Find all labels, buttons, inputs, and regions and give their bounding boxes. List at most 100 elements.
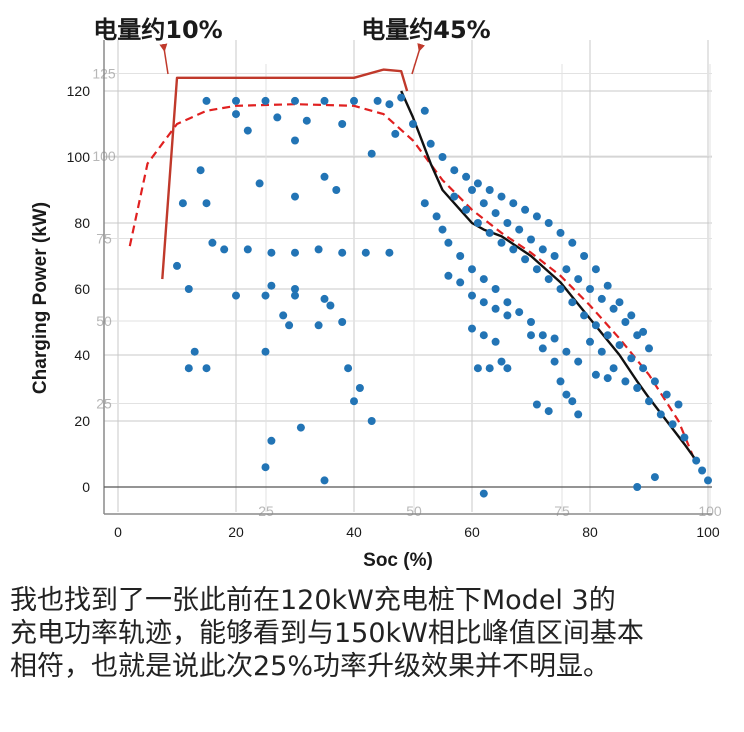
data-point [468, 265, 476, 274]
data-point [621, 318, 630, 326]
data-point [444, 238, 453, 247]
overlay-tick-label-x: 50 [406, 503, 422, 519]
data-point [586, 285, 594, 293]
data-point [650, 377, 659, 386]
data-point [302, 116, 311, 125]
data-point [291, 285, 299, 293]
x-tick-label: 80 [582, 524, 598, 540]
data-point [597, 347, 606, 356]
data-point [338, 318, 347, 326]
data-point [692, 456, 701, 465]
data-point [491, 209, 500, 218]
data-point [538, 331, 547, 340]
data-point [361, 248, 370, 257]
data-point [314, 245, 323, 254]
data-point [479, 275, 488, 284]
data-point [591, 265, 600, 274]
data-point [639, 364, 648, 373]
data-point [261, 291, 270, 300]
data-point [409, 120, 417, 128]
x-tick-label: 20 [228, 524, 244, 540]
x-tick-label: 60 [464, 524, 480, 540]
y-tick-label: 20 [74, 413, 90, 429]
data-point [633, 384, 642, 392]
data-point [267, 248, 276, 257]
data-point [574, 275, 583, 284]
trend-line [161, 68, 409, 280]
data-point [350, 397, 358, 406]
data-point [544, 219, 553, 227]
y-axis-title: Charging Power (kW) [30, 202, 51, 394]
data-point [550, 252, 559, 260]
data-point [355, 384, 364, 392]
data-point [184, 285, 193, 293]
data-point [438, 153, 447, 161]
data-point [568, 238, 577, 247]
data-point [550, 334, 559, 343]
data-point [456, 252, 465, 260]
data-point [603, 281, 612, 290]
data-point [208, 238, 217, 247]
data-point [645, 397, 653, 406]
data-point [173, 261, 181, 270]
annotation-label: 电量约45% [361, 16, 490, 44]
data-point [291, 291, 299, 300]
data-point [350, 96, 358, 105]
data-point [273, 113, 282, 122]
data-point [420, 199, 429, 208]
x-axis-title: Soc (%) [363, 550, 433, 571]
data-point [320, 294, 329, 303]
data-point [296, 423, 305, 432]
data-point [633, 331, 642, 340]
annotation-label: 电量约10% [93, 16, 222, 44]
grid [104, 40, 712, 512]
data-point [497, 192, 506, 201]
overlay-tick-label-x: 75 [554, 503, 570, 519]
data-point [497, 357, 506, 366]
data-point [291, 136, 299, 145]
data-point [385, 100, 394, 109]
data-point [267, 436, 276, 445]
data-point [521, 205, 530, 214]
data-point [603, 331, 612, 340]
data-point [178, 199, 187, 208]
data-point [562, 390, 571, 399]
annotation-arrow [159, 43, 169, 75]
data-point [462, 205, 471, 214]
data-point [503, 298, 512, 307]
data-point [202, 199, 211, 208]
data-point [473, 219, 482, 227]
data-point [662, 390, 671, 399]
annotation-arrow [411, 43, 425, 75]
data-point [491, 304, 500, 313]
data-point [556, 377, 565, 386]
annotations: 电量约10% 电量约45% [93, 16, 491, 75]
data-point [468, 186, 476, 194]
data-point [503, 364, 512, 373]
data-point [420, 106, 429, 115]
data-point [668, 420, 677, 429]
data-point [291, 248, 299, 257]
data-point [515, 225, 524, 234]
x-tick-label: 0 [114, 524, 122, 540]
data-point [202, 96, 211, 105]
data-point [491, 285, 500, 293]
data-point [609, 364, 618, 373]
data-point [367, 417, 376, 425]
data-point [320, 172, 329, 181]
series [128, 68, 712, 498]
data-point [479, 331, 488, 340]
y-tick-label: 60 [74, 281, 90, 297]
data-point [532, 212, 541, 221]
data-point [509, 199, 518, 208]
x-tick-label: 40 [346, 524, 362, 540]
data-point [320, 476, 329, 485]
data-point [704, 476, 712, 485]
data-point [184, 364, 193, 373]
data-point [232, 110, 240, 119]
data-point [220, 245, 229, 254]
data-point [627, 311, 636, 320]
data-point [279, 311, 288, 320]
caption-line: 充电功率轨迹，能够看到与150kW相比峰值区间基本 [10, 618, 644, 649]
